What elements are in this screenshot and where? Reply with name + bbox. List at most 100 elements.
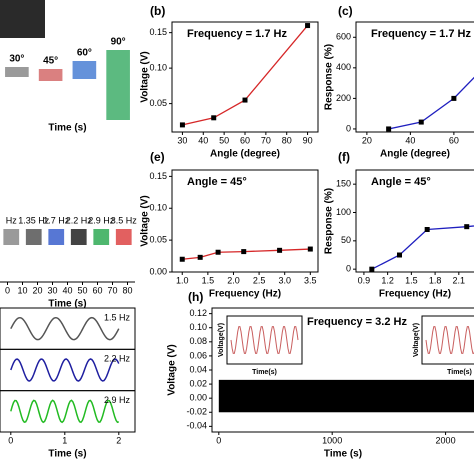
wave-label: 60°	[77, 48, 92, 59]
y-tick-label: 0.15	[149, 171, 167, 181]
x-tick-label: 1	[62, 435, 67, 445]
x-tick-label: 1000	[322, 435, 342, 445]
x-tick-label: 40	[62, 285, 72, 295]
y-tick-label: 0	[346, 264, 351, 274]
inset-wave	[425, 326, 474, 354]
x-tick-label: 1.5	[405, 275, 418, 285]
y-tick-label: 50	[341, 235, 351, 245]
chart-title: Angle = 45°	[187, 176, 247, 188]
x-tick-label: 2.1	[453, 275, 466, 285]
wave-block	[70, 229, 87, 245]
x-tick-label: 3.5	[304, 275, 317, 285]
x-tick-label: 90	[303, 135, 313, 145]
data-point	[241, 249, 247, 255]
x-axis-label: Time (s)	[48, 449, 86, 460]
panel-label: (b)	[150, 4, 165, 18]
x-tick-label: 60	[449, 135, 459, 145]
data-line	[182, 25, 309, 126]
y-tick-label: -0.02	[186, 407, 207, 417]
x-axis-label: Time (s)	[324, 449, 362, 460]
y-tick-label: 100	[336, 207, 351, 217]
photo	[0, 0, 45, 38]
wave-label: 45°	[43, 56, 58, 67]
wave-label: 1.35 Hz	[18, 215, 50, 225]
x-tick-label: 40	[405, 135, 415, 145]
data-point	[397, 252, 402, 258]
x-axis-label: Angle (degree)	[210, 149, 280, 160]
wave-label: 1.5 Hz	[104, 312, 131, 322]
wave-block	[25, 229, 42, 245]
data-line	[388, 76, 474, 130]
y-tick-label: 0.04	[189, 364, 207, 374]
x-tick-label: 20	[362, 135, 372, 145]
data-line	[371, 225, 474, 270]
x-tick-label: 3.0	[278, 275, 291, 285]
y-tick-label: 0.10	[149, 203, 167, 213]
y-tick-label: 0.00	[189, 393, 207, 403]
wave-label: Hz	[6, 215, 17, 225]
wave-block	[106, 50, 130, 120]
y-axis-label: Response (%)	[324, 44, 335, 110]
x-tick-label: 80	[122, 285, 132, 295]
inset-x-label: Time(s)	[252, 369, 277, 376]
x-tick-label: 70	[261, 135, 271, 145]
panel-label: (f)	[338, 150, 350, 164]
x-tick-label: 30	[47, 285, 57, 295]
x-tick-label: 10	[17, 285, 27, 295]
wave-label: 90°	[111, 37, 126, 48]
x-axis-label: Time (s)	[48, 123, 86, 134]
data-point	[307, 246, 313, 252]
wave-label: 2.2 Hz	[104, 354, 131, 364]
wave-label: 2.9 Hz	[88, 215, 115, 225]
x-tick-label: 70	[107, 285, 117, 295]
data-point	[464, 224, 470, 230]
data-point	[179, 122, 185, 128]
panel-label: (c)	[338, 4, 353, 18]
waveform	[10, 399, 120, 424]
y-tick-label: 0.05	[149, 235, 167, 245]
wave-block	[38, 69, 63, 81]
y-tick-label: 0.10	[149, 63, 167, 73]
wave-block	[5, 67, 29, 77]
data-point	[424, 227, 430, 232]
x-tick-label: 80	[282, 135, 292, 145]
data-point	[418, 119, 424, 125]
y-tick-label: 150	[336, 179, 351, 189]
x-tick-label: 1.8	[429, 275, 442, 285]
x-tick-label: 60	[240, 135, 250, 145]
chart-title: Frequency = 1.7 Hz	[187, 28, 287, 40]
x-tick-label: 0	[216, 435, 221, 445]
data-point	[386, 126, 392, 132]
chart-title: Angle = 45°	[371, 176, 431, 188]
x-tick-label: 20	[32, 285, 42, 295]
data-point	[197, 254, 203, 260]
wave-block	[3, 229, 20, 245]
x-tick-label: 1.0	[176, 275, 189, 285]
y-tick-label: 0.06	[189, 350, 207, 360]
wave-block	[48, 229, 65, 245]
y-axis-label: Voltage (V)	[140, 195, 151, 246]
x-axis-label: Frequency (Hz)	[209, 289, 281, 300]
wave-block	[93, 229, 110, 245]
y-tick-label: 600	[336, 32, 351, 42]
x-tick-label: 40	[198, 135, 208, 145]
wave-block	[72, 61, 97, 79]
x-tick-label: 2000	[436, 435, 456, 445]
wave-label: 30°	[9, 54, 24, 65]
x-tick-label: 0	[8, 435, 13, 445]
sub-frame	[0, 390, 136, 433]
y-tick-label: 200	[336, 93, 351, 103]
data-point	[277, 247, 283, 253]
y-tick-label: 0.10	[189, 322, 207, 332]
signal-band	[218, 379, 474, 413]
x-tick-label: 2	[116, 435, 121, 445]
x-tick-label: 50	[219, 135, 229, 145]
chart-title: Frequency = 3.2 Hz	[307, 316, 407, 328]
data-point	[369, 266, 375, 272]
x-tick-label: 1.5	[202, 275, 215, 285]
waveform	[10, 358, 120, 382]
x-axis-label: Angle (degree)	[380, 149, 450, 160]
y-tick-label: 0.05	[149, 98, 167, 108]
y-tick-label: 0.00	[149, 266, 167, 276]
wave-block	[115, 229, 132, 245]
